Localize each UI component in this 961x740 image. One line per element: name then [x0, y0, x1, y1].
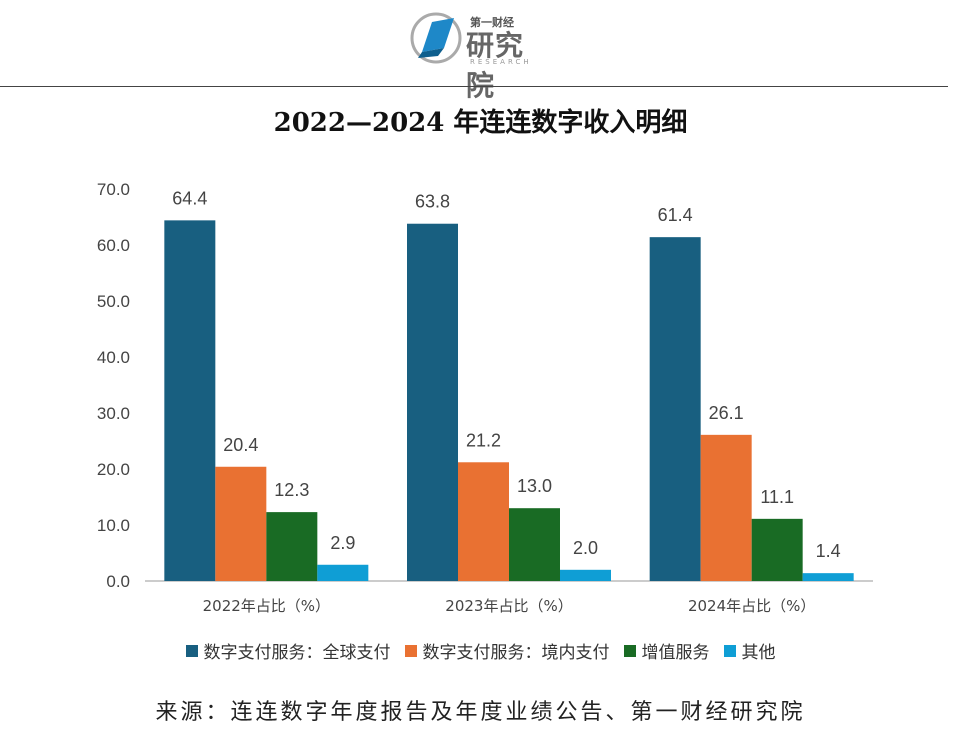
data-label: 20.4 — [223, 435, 258, 455]
x-tick-label: 2024年占比（%） — [688, 597, 815, 615]
y-tick-label: 10.0 — [97, 516, 130, 535]
data-label: 2.0 — [573, 538, 598, 558]
data-label: 2.9 — [330, 533, 355, 553]
bar — [509, 508, 560, 581]
y-tick-label: 20.0 — [97, 460, 130, 479]
bar — [458, 462, 509, 581]
legend-label: 其他 — [741, 643, 776, 663]
logo: 第一财经 研究院 RESEARCH — [408, 10, 548, 102]
bar — [700, 434, 752, 581]
data-label: 11.1 — [760, 487, 794, 507]
chart-title: 2022—2024 年连连数字收入明细 — [273, 108, 688, 138]
legend-swatch — [623, 644, 636, 657]
logo-emblem-icon — [410, 12, 462, 64]
legend-swatch — [185, 644, 198, 657]
data-label: 26.1 — [709, 403, 744, 423]
y-tick-label: 40.0 — [97, 348, 130, 367]
data-label: 61.4 — [658, 205, 693, 225]
bar — [407, 223, 458, 581]
legend-item: 其他 — [723, 638, 776, 663]
logo-sub-text: RESEARCH — [470, 58, 532, 66]
chart-legend: 数字支付服务：全球支付 数字支付服务：境内支付 增值服务 其他 — [0, 638, 961, 663]
y-tick-label: 60.0 — [97, 236, 130, 255]
legend-label: 数字支付服务：境内支付 — [422, 643, 610, 663]
bar — [164, 220, 216, 582]
bar-chart: 0.0 10.0 20.0 30.0 40.0 50.0 60.0 70.0 64.4 20.4 1… — [97, 180, 873, 615]
legend-swatch — [723, 644, 736, 657]
bar — [751, 518, 803, 581]
legend-swatch — [404, 644, 417, 657]
data-label: 13.0 — [517, 476, 552, 496]
legend-label: 增值服务 — [641, 643, 710, 663]
source-note: 来源：连连数字年度报告及年度业绩公告、第一财经研究院 — [155, 700, 806, 725]
bar — [317, 564, 369, 581]
y-tick-label: 50.0 — [97, 292, 130, 311]
y-tick-label: 30.0 — [97, 404, 130, 423]
data-label: 12.3 — [274, 480, 309, 500]
header-divider — [0, 86, 948, 87]
data-label: 63.8 — [415, 192, 450, 212]
bar — [215, 466, 267, 581]
legend-item: 数字支付服务：全球支付 — [185, 638, 391, 663]
bar — [560, 569, 611, 581]
bar — [649, 237, 701, 581]
x-tick-label: 2022年占比（%） — [203, 597, 330, 615]
logo-top-text: 第一财经 — [470, 16, 514, 29]
y-tick-label: 70.0 — [97, 180, 130, 199]
legend-item: 增值服务 — [623, 638, 710, 663]
y-tick-label: 0.0 — [106, 572, 130, 591]
x-tick-label: 2023年占比（%） — [445, 597, 572, 615]
bar — [802, 573, 854, 581]
logo-main-text: 研究院 — [466, 29, 525, 102]
data-label: 64.4 — [172, 188, 207, 208]
legend-item: 数字支付服务：境内支付 — [404, 638, 610, 663]
data-label: 1.4 — [816, 541, 841, 561]
bar — [266, 512, 318, 581]
data-label: 21.2 — [466, 430, 501, 450]
legend-label: 数字支付服务：全球支付 — [203, 643, 391, 663]
